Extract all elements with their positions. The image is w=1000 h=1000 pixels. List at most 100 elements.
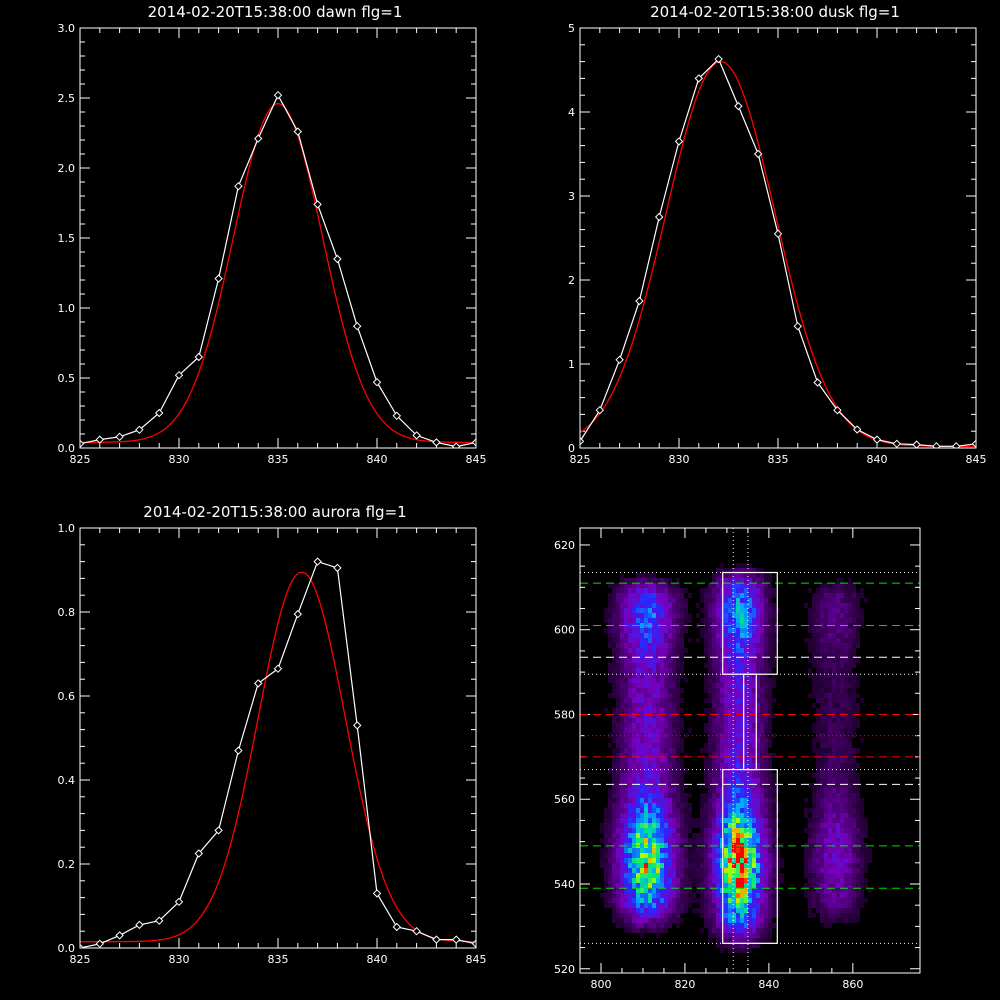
image-pixel [664, 583, 668, 588]
image-pixel [656, 933, 660, 938]
image-pixel [748, 748, 752, 753]
image-pixel [768, 848, 772, 853]
image-pixel [604, 818, 608, 823]
image-pixel [656, 748, 660, 753]
image-pixel [716, 708, 720, 713]
image-pixel [688, 848, 692, 853]
image-pixel [720, 833, 724, 838]
image-pixel [752, 898, 756, 903]
image-pixel [712, 913, 716, 918]
image-pixel [616, 783, 620, 788]
image-pixel [748, 618, 752, 623]
image-pixel [848, 633, 852, 638]
image-pixel [704, 728, 708, 733]
image-pixel [768, 713, 772, 718]
image-pixel [844, 628, 848, 633]
image-pixel [764, 603, 768, 608]
dusk-data-point [912, 440, 921, 448]
image-pixel [708, 633, 712, 638]
image-pixel [624, 913, 628, 918]
image-pixel [712, 613, 716, 618]
image-pixel [644, 858, 648, 863]
image-pixel [624, 608, 628, 613]
image-pixel [712, 783, 716, 788]
image-pixel [836, 708, 840, 713]
image-pixel [856, 898, 860, 903]
image-pixel [732, 648, 736, 653]
image-pixel [688, 818, 692, 823]
image-pixel [816, 853, 820, 858]
image-pixel [828, 793, 832, 798]
image-pixel [668, 853, 672, 858]
image-pixel [620, 883, 624, 888]
image-pixel [728, 768, 732, 773]
image-pixel [772, 618, 776, 623]
image-pixel [720, 718, 724, 723]
image-pixel [656, 728, 660, 733]
image-pixel [624, 888, 628, 893]
image-pixel [684, 838, 688, 843]
image-pixel [740, 683, 744, 688]
image-pixel [632, 678, 636, 683]
image-pixel [740, 813, 744, 818]
image-pixel [704, 843, 708, 848]
image-pixel [720, 698, 724, 703]
image-pixel [708, 783, 712, 788]
image-pixel [816, 688, 820, 693]
image-pixel [652, 578, 656, 583]
image-pixel [704, 803, 708, 808]
image-pixel [812, 663, 816, 668]
image-pixel [616, 923, 620, 928]
image-pixel [828, 863, 832, 868]
image-pixel [708, 713, 712, 718]
image-pixel [732, 763, 736, 768]
image-pixel [756, 938, 760, 943]
image-pixel [644, 803, 648, 808]
image-pixel [644, 648, 648, 653]
image-pixel [836, 738, 840, 743]
dusk-data-point [694, 74, 704, 83]
image-pixel [660, 708, 664, 713]
image-pixel [820, 683, 824, 688]
image-pixel [832, 828, 836, 833]
image-pixel [612, 688, 616, 693]
image-pixel [644, 773, 648, 778]
image-pixel [852, 758, 856, 763]
image-pixel [764, 858, 768, 863]
image-pixel [868, 858, 872, 863]
image-pixel [668, 793, 672, 798]
image-pixel [644, 588, 648, 593]
image-pixel [724, 863, 728, 868]
image-pixel [724, 868, 728, 873]
image-pixel [748, 673, 752, 678]
image-pixel [756, 713, 760, 718]
image-pixel [804, 808, 808, 813]
image-pixel [708, 733, 712, 738]
image-pixel [768, 878, 772, 883]
image-pixel [808, 673, 812, 678]
image-pixel [824, 733, 828, 738]
image-pixel [764, 818, 768, 823]
image-pixel [828, 638, 832, 643]
image-pixel [720, 603, 724, 608]
image-pixel [712, 648, 716, 653]
image-pixel [652, 928, 656, 933]
image-pixel [632, 893, 636, 898]
image-pixel [756, 773, 760, 778]
image-pixel [624, 763, 628, 768]
image-pixel [628, 693, 632, 698]
image-pixel [704, 603, 708, 608]
image-pixel [700, 823, 704, 828]
image-pixel [768, 803, 772, 808]
image-pixel [732, 793, 736, 798]
image-pixel [756, 738, 760, 743]
image-pixel [732, 698, 736, 703]
image-pixel [604, 813, 608, 818]
aurora-y-tick-label: 0.6 [58, 690, 76, 703]
image-pixel [832, 583, 836, 588]
image-pixel [732, 878, 736, 883]
image-pixel [720, 903, 724, 908]
image-pixel [632, 728, 636, 733]
image-pixel [720, 618, 724, 623]
image-pixel [648, 608, 652, 613]
